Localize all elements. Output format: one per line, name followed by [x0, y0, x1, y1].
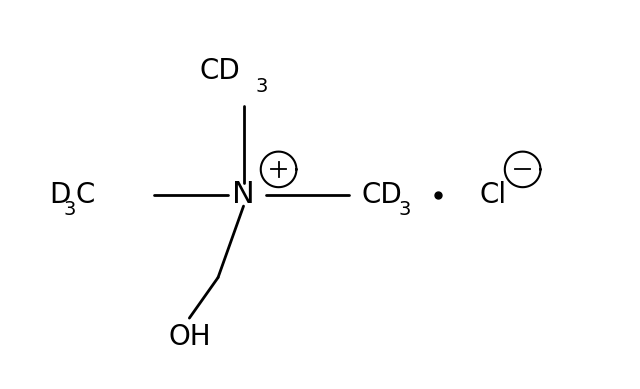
- Text: CD: CD: [362, 180, 402, 209]
- Text: OH: OH: [168, 323, 211, 351]
- Text: C: C: [76, 180, 95, 209]
- Text: 3: 3: [255, 77, 268, 96]
- Text: 3: 3: [63, 200, 76, 219]
- Text: 3: 3: [398, 200, 411, 219]
- Text: Cl: Cl: [479, 180, 506, 209]
- Text: D: D: [49, 180, 70, 209]
- Text: CD: CD: [200, 57, 241, 85]
- Text: N: N: [232, 180, 255, 209]
